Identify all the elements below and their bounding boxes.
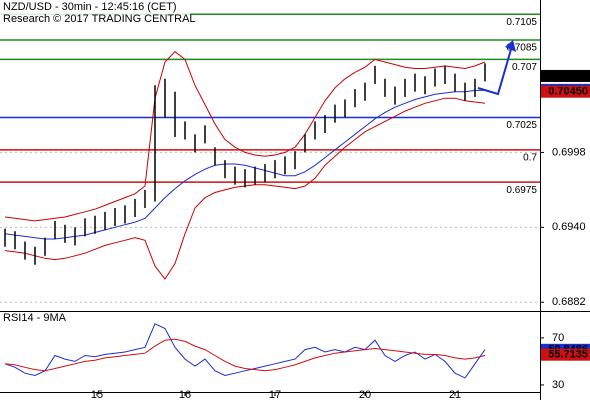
- x-tick-label: 17: [269, 389, 281, 400]
- forecast-arrow: [477, 45, 513, 96]
- level-label: 0.7025: [506, 120, 537, 131]
- series-line: [4, 338, 486, 372]
- level-label: 0.7: [523, 152, 537, 163]
- y-tick-label: 0.6882: [552, 296, 586, 308]
- value-tag-label: 55.7135: [548, 349, 588, 361]
- rsi-title: RSI14 - 9MA: [3, 312, 67, 324]
- x-tick-label: 20: [359, 389, 371, 400]
- level-label: 0.707: [512, 62, 537, 73]
- level-label: 0.6975: [506, 185, 537, 196]
- value-tag-label: 0.70572: [548, 70, 588, 82]
- y-tick-label: 0.6940: [552, 221, 586, 233]
- series-line: [4, 323, 486, 379]
- forecast-arrowhead: [505, 40, 516, 52]
- value-tag-label: 0.70450: [548, 86, 588, 98]
- chart-subtitle: Research © 2017 TRADING CENTRAL: [3, 13, 196, 25]
- x-tick-label: 21: [449, 389, 461, 400]
- x-tick-label: 15: [91, 389, 103, 400]
- value-tag: [541, 85, 590, 98]
- y-tick-label: 70: [552, 332, 564, 344]
- series-line: [4, 51, 486, 222]
- x-tick-label: 16: [179, 389, 191, 400]
- y-tick-label: 0.6998: [552, 146, 586, 158]
- value-tag: [541, 348, 590, 361]
- chart-title: NZD/USD - 30min - 12:45:16 (CET): [3, 1, 177, 13]
- level-label: 0.7085: [506, 43, 537, 54]
- y-tick-label: 30: [552, 379, 564, 391]
- title-backdrop: [0, 0, 190, 26]
- value-tag: [541, 69, 590, 82]
- level-label: 0.7105: [506, 17, 537, 28]
- plot-layer: 0.6998 0.6940 0.6882 15 16 17 20 21 0.7105 0.7085…: [0, 13, 590, 400]
